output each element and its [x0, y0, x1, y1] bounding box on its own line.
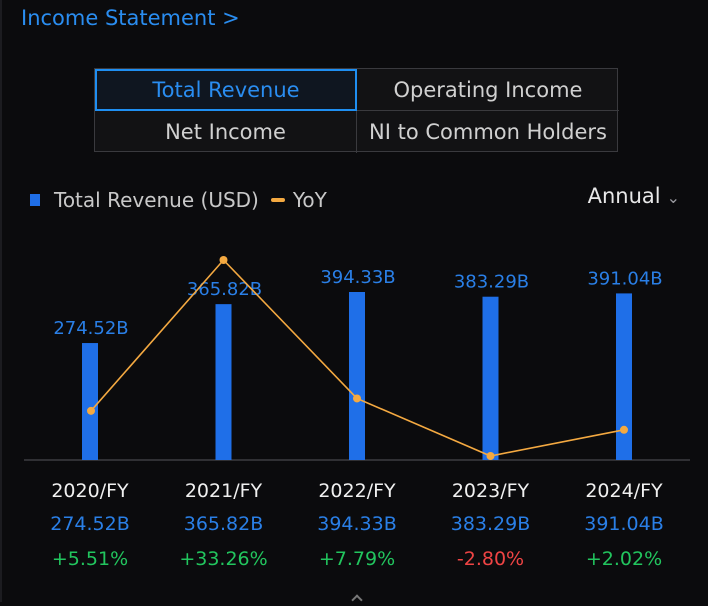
chart-legend: Total Revenue (USD) YoY [30, 188, 327, 212]
chevron-down-icon: ⌄ [666, 187, 680, 207]
category-label: 2020/FY [51, 480, 129, 502]
yoy-value-label: +7.79% [319, 548, 395, 570]
tab-total-revenue[interactable]: Total Revenue [95, 69, 357, 111]
bar-value-label: 274.52B [53, 318, 128, 339]
revenue-value-label: 365.82B [184, 513, 264, 535]
category-label: 2021/FY [185, 480, 263, 502]
revenue-bar [616, 293, 632, 460]
yoy-value-label: +5.51% [52, 548, 128, 570]
line-series-swatch [270, 198, 285, 202]
yoy-point [353, 394, 361, 403]
revenue-value-label: 394.33B [317, 513, 397, 535]
revenue-bar [349, 292, 365, 460]
yoy-point [486, 452, 495, 460]
legend-line-label: YoY [292, 188, 327, 212]
yoy-value-label: -2.80% [457, 548, 524, 570]
yoy-point [87, 406, 95, 415]
bar-value-label: 394.33B [320, 267, 395, 288]
yoy-point [620, 425, 628, 434]
tab-ni-to-common-holders[interactable]: NI to Common Holders [369, 120, 607, 144]
metric-tabs: Total Revenue Operating Income Net Incom… [94, 68, 619, 153]
income-statement-link[interactable]: Income Statement > [21, 6, 240, 30]
yoy-value-label: +2.02% [586, 548, 662, 570]
yoy-point [219, 256, 228, 264]
tab-operating-income[interactable]: Operating Income [357, 69, 619, 111]
yoy-value-label: +33.26% [179, 548, 267, 570]
left-rule [0, 0, 2, 602]
revenue-value-label: 391.04B [584, 513, 664, 535]
revenue-value-label: 383.29B [451, 513, 531, 535]
revenue-bar [482, 296, 499, 460]
tab-net-income[interactable]: Net Income [95, 111, 357, 153]
revenue-bar [82, 343, 98, 460]
bar-value-label: 383.29B [454, 272, 529, 293]
bar-value-label: 391.04B [587, 268, 662, 289]
category-label: 2023/FY [452, 480, 530, 502]
revenue-value-label: 274.52B [50, 513, 130, 535]
bar-value-label: 365.82B [187, 279, 262, 300]
legend-bar-label: Total Revenue (USD) [54, 188, 259, 212]
category-label: 2022/FY [318, 480, 396, 502]
period-select-value: Annual [587, 184, 661, 208]
bar-series-swatch [30, 194, 40, 206]
category-label: 2024/FY [585, 480, 663, 502]
period-select[interactable]: Annual ⌄ [588, 184, 680, 208]
revenue-bar [215, 304, 232, 460]
